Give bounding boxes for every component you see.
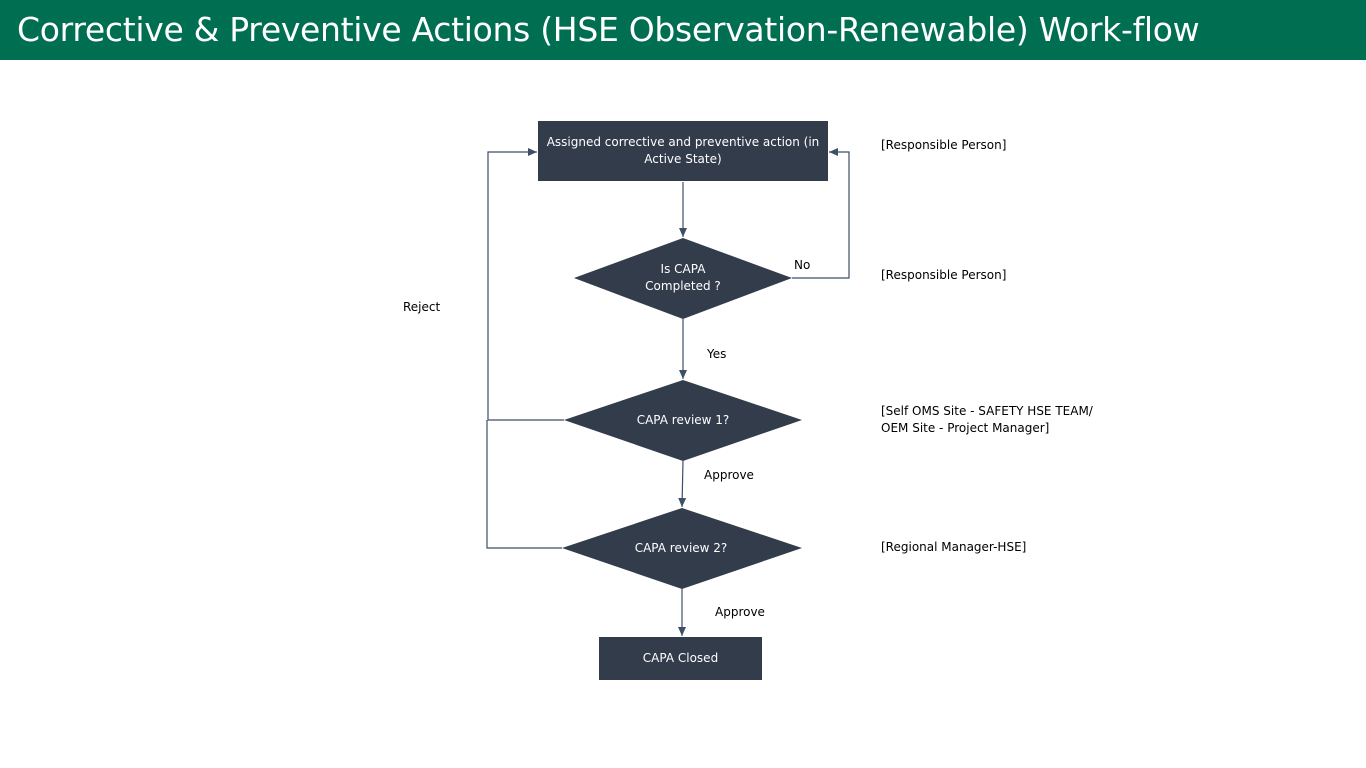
capa-review-2-diamond: [562, 508, 802, 589]
edge-label-no: No: [794, 258, 811, 272]
capa-closed-label: CAPA Closed: [642, 650, 719, 665]
connector-reject-review-2: [486, 420, 562, 549]
edge-label-reject: Reject: [403, 300, 441, 314]
edge-label-approve-1: Approve: [704, 468, 754, 482]
page-title: Corrective & Preventive Actions (HSE Obs…: [17, 10, 1200, 49]
connector-no-loop: [792, 148, 850, 279]
edge-label-yes: Yes: [707, 347, 727, 361]
role-assigned-action: [Responsible Person]: [881, 138, 1007, 152]
edge-label-approve-2: Approve: [715, 605, 765, 619]
capa-review-1-diamond: [564, 380, 802, 461]
role-is-capa-completed: [Responsible Person]: [881, 268, 1007, 282]
assigned-action-box: [538, 121, 828, 181]
assigned-action-label: Assigned corrective and preventive actio…: [546, 135, 820, 166]
is-capa-completed-diamond: [574, 238, 792, 319]
role-capa-review-2: [Regional Manager-HSE]: [881, 540, 1027, 554]
connector-approve-1: [678, 460, 687, 508]
is-capa-completed-label: Is CAPA Completed ?: [645, 262, 721, 293]
connector-reject-review-1: [487, 148, 564, 421]
role-capa-review-1: [Self OMS Site - SAFETY HSE TEAM/ OEM Si…: [881, 404, 1093, 435]
capa-review-1-label: CAPA review 1?: [636, 412, 730, 427]
title-bar: Corrective & Preventive Actions (HSE Obs…: [0, 0, 1366, 60]
capa-closed-box: [599, 637, 762, 680]
capa-review-2-label: CAPA review 2?: [634, 540, 728, 555]
